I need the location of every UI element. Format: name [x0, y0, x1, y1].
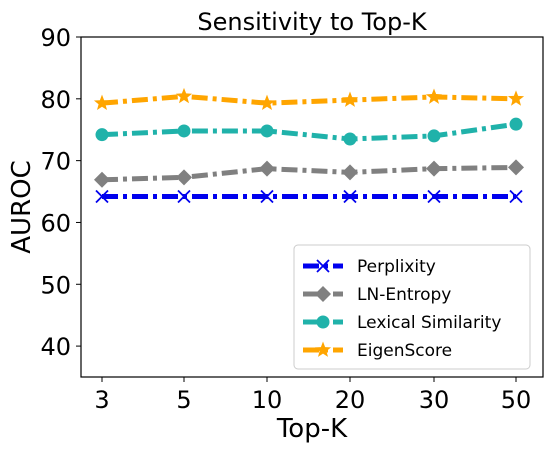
y-axis-label: AUROC	[7, 160, 37, 254]
legend-label: Perplixity	[357, 257, 436, 277]
data-point	[175, 87, 193, 104]
series-layer	[93, 87, 525, 204]
data-point	[509, 189, 523, 204]
series-perplixity	[95, 189, 523, 204]
x-tick-label: 5	[176, 386, 191, 414]
data-point	[176, 169, 192, 186]
y-tick-label: 90	[40, 24, 71, 52]
data-point	[177, 189, 191, 204]
data-point	[508, 159, 524, 176]
data-point	[427, 129, 441, 143]
x-tick-label: 10	[252, 386, 283, 414]
legend-marker	[316, 259, 330, 273]
x-tick-label: 3	[94, 386, 109, 414]
data-point	[258, 94, 276, 111]
legend-label: Lexical Similarity	[357, 313, 501, 333]
data-point	[93, 94, 111, 111]
plot-frame	[80, 36, 544, 378]
data-point	[341, 91, 359, 107]
data-point	[425, 88, 443, 104]
data-point	[342, 164, 358, 181]
legend-marker	[316, 315, 330, 329]
legend-marker	[315, 286, 331, 302]
legend-marker	[314, 341, 332, 357]
data-point	[509, 117, 523, 131]
data-point	[94, 171, 110, 188]
legend-label: LN-Entropy	[357, 285, 451, 305]
data-point	[259, 160, 275, 177]
legend-item: EigenScore	[303, 341, 452, 361]
legend: Perplixity LN-Entropy Lexical Similarity Ei…	[293, 244, 531, 370]
data-point	[260, 124, 274, 138]
y-tick-label: 40	[40, 333, 71, 361]
y-tick-label: 80	[40, 86, 71, 114]
data-point	[507, 90, 525, 106]
data-point	[427, 189, 441, 204]
legend-item: Lexical Similarity	[303, 313, 501, 333]
data-point	[95, 189, 109, 204]
x-tick-label: 30	[419, 386, 450, 414]
x-axis-ticks: 3 5 10 20 30 50	[94, 377, 531, 414]
data-point	[426, 160, 442, 177]
x-tick-label: 20	[335, 386, 366, 414]
y-tick-label: 50	[40, 271, 71, 299]
y-axis-ticks: 40 50 60 70 80 90	[40, 24, 81, 361]
legend-item: Perplixity	[303, 257, 436, 277]
series-line	[101, 121, 517, 142]
data-point	[177, 124, 191, 138]
series-line	[101, 164, 517, 183]
legend-label: EigenScore	[357, 341, 452, 361]
data-point	[343, 189, 357, 204]
legend-box	[293, 244, 531, 370]
data-point	[343, 132, 357, 146]
y-tick-label: 60	[40, 209, 71, 237]
y-tick-label: 70	[40, 148, 71, 176]
legend-item: LN-Entropy	[303, 285, 451, 305]
series-eigenscore	[93, 87, 525, 111]
data-point	[260, 189, 274, 204]
series-line	[101, 93, 517, 106]
series-ln-entropy	[94, 159, 524, 188]
chart-title: Sensitivity to Top-K	[197, 8, 427, 36]
x-axis-label: Top-K	[276, 414, 348, 444]
x-tick-label: 50	[501, 386, 532, 414]
data-point	[95, 128, 109, 142]
series-lexical-similarity	[95, 117, 523, 146]
